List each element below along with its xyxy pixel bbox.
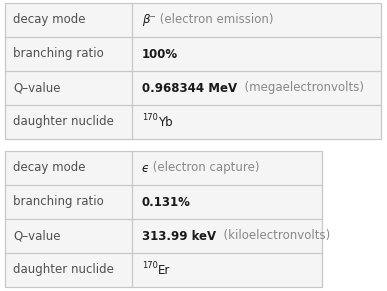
Text: β⁻: β⁻ [142,13,156,26]
Text: (electron capture): (electron capture) [149,162,260,175]
Text: daughter nuclide: daughter nuclide [13,116,114,129]
Text: 170: 170 [142,113,158,122]
Text: Yb: Yb [158,116,173,129]
Bar [5,151,322,287]
Text: daughter nuclide: daughter nuclide [13,263,114,276]
Bar [5,151,322,287]
Text: decay mode: decay mode [13,13,86,26]
Text: (electron emission): (electron emission) [156,13,273,26]
Text: (megaelectronvolts): (megaelectronvolts) [237,81,364,95]
Text: 0.131%: 0.131% [142,196,191,208]
Text: decay mode: decay mode [13,162,86,175]
Bar [5,3,381,139]
Bar [5,3,381,139]
Text: Q–value: Q–value [13,81,60,95]
Text: 0.968344 MeV: 0.968344 MeV [142,81,237,95]
Text: branching ratio: branching ratio [13,196,104,208]
Text: (kiloelectronvolts): (kiloelectronvolts) [216,230,330,242]
Text: ϵ: ϵ [142,162,149,175]
Text: 170: 170 [142,261,158,270]
Text: branching ratio: branching ratio [13,47,104,61]
Text: Er: Er [158,263,170,276]
Text: 100%: 100% [142,47,178,61]
Text: Q–value: Q–value [13,230,60,242]
Text: 313.99 keV: 313.99 keV [142,230,216,242]
